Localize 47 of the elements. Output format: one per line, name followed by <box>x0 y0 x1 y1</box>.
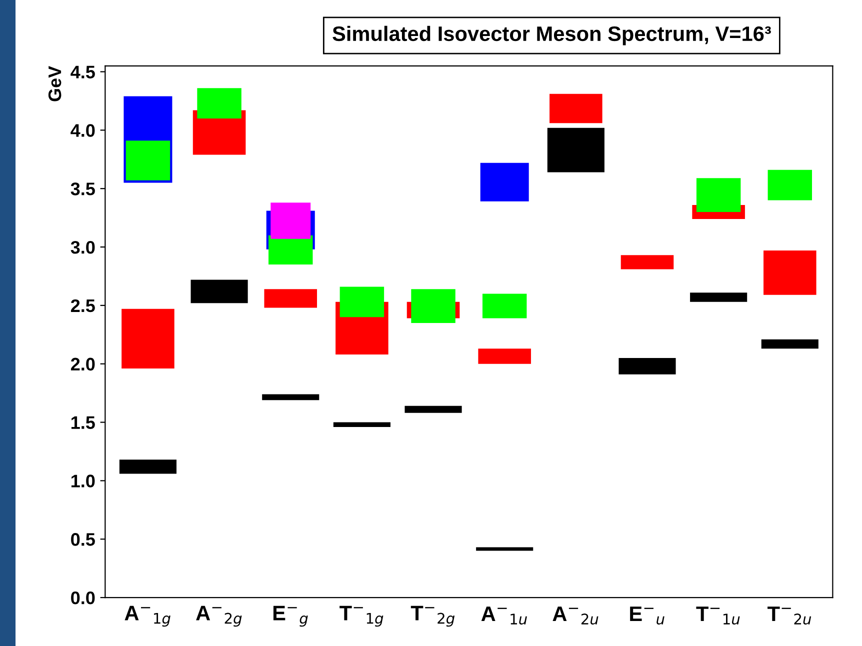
bar <box>476 547 534 551</box>
x-tick-label: A$^{−}$$_{2g}$ <box>196 606 242 627</box>
bar <box>119 460 176 474</box>
y-tick-label: 0.0 <box>71 591 95 604</box>
x-tick-label: T$^{−}$$_{2g}$ <box>410 606 455 627</box>
y-tick-label: 4.0 <box>70 124 95 137</box>
x-tick-label: T$^{−}$$_{1u}$ <box>696 606 740 625</box>
bar <box>768 170 812 200</box>
bar <box>197 88 242 118</box>
bar <box>690 292 748 302</box>
bar <box>761 339 818 349</box>
y-tick-label: 1.5 <box>71 416 95 429</box>
bar <box>550 94 602 124</box>
bar <box>478 348 531 364</box>
bar <box>404 406 462 413</box>
bar <box>764 250 816 295</box>
y-tick-label: 3.5 <box>70 182 95 196</box>
bar <box>190 280 248 304</box>
y-tick-label: 2.0 <box>70 358 95 371</box>
bar <box>262 394 320 400</box>
bar <box>480 162 529 202</box>
x-tick-label: A$^{−}$$_{2u}$ <box>552 606 598 625</box>
bar <box>270 202 311 239</box>
bar <box>264 289 318 308</box>
y-tick-label: 4.5 <box>70 66 95 78</box>
bar <box>696 178 741 212</box>
y-tick-label: 3.0 <box>70 240 95 254</box>
bar <box>482 294 527 318</box>
x-tick-label: A$^{−}$$_{1g}$ <box>124 606 170 627</box>
y-axis-title: GeV <box>48 66 62 102</box>
chart-title: Simulated Isovector Meson Spectrum, V=16³ <box>332 26 771 46</box>
x-tick-label: T$^{−}$$_{2u}$ <box>768 606 812 625</box>
x-tick-label: E$^{−}$$_{g}$ <box>273 606 308 627</box>
bar <box>411 289 456 323</box>
bar <box>547 128 604 172</box>
bar <box>333 422 390 427</box>
x-tick-label: T$^{−}$$_{1g}$ <box>340 606 384 627</box>
x-tick-label: A$^{−}$$_{1u}$ <box>481 606 527 625</box>
y-tick-label: 0.5 <box>71 533 95 546</box>
bar <box>126 140 170 180</box>
bar <box>122 308 174 369</box>
bar <box>618 358 676 374</box>
x-tick-label: E$^{−}$$_{u}$ <box>630 606 664 625</box>
bar <box>620 255 674 270</box>
y-tick-label: 1.0 <box>71 474 95 488</box>
y-tick-label: 2.5 <box>70 299 95 312</box>
bar <box>340 286 384 318</box>
